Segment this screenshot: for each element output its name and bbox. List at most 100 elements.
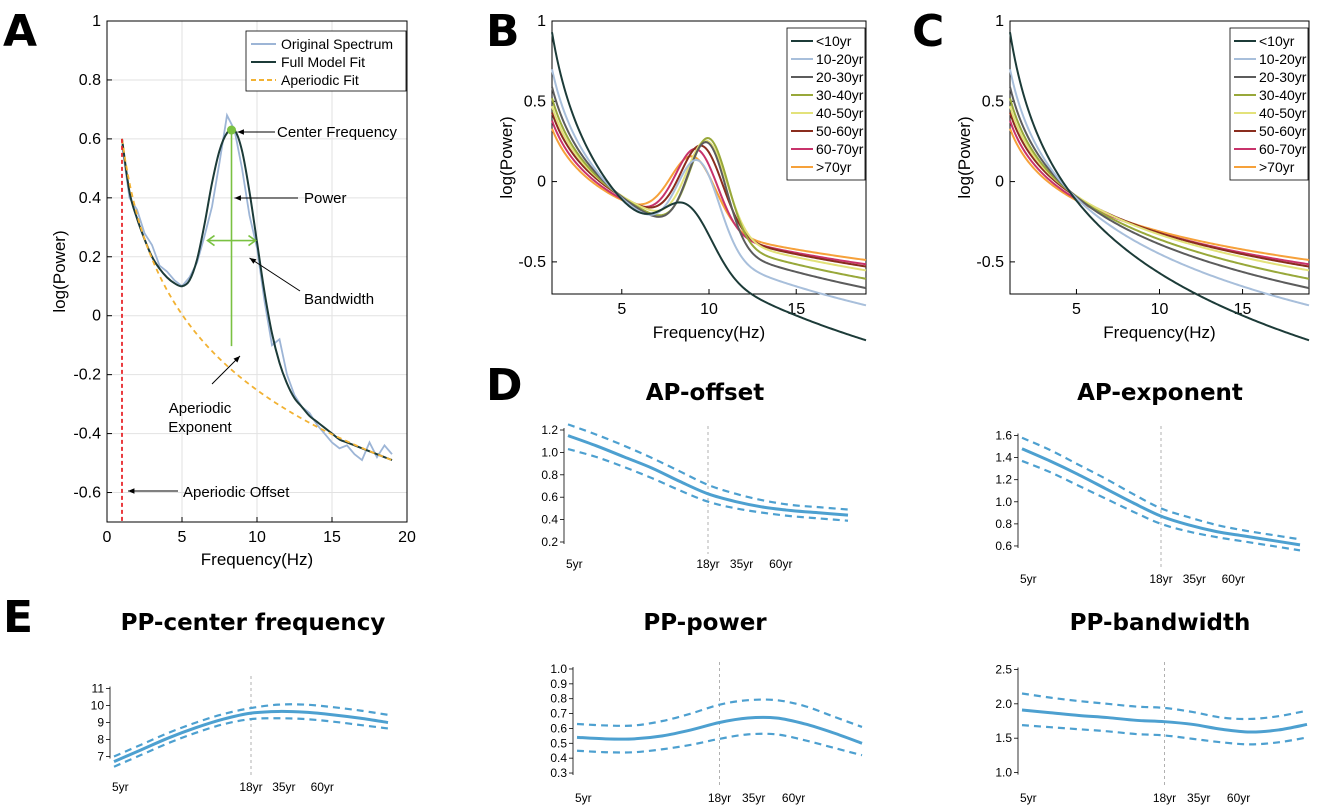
x-tick-label: 10 <box>1151 301 1169 318</box>
y-tick-label: 0.6 <box>995 539 1012 553</box>
bandwidth-label: Bandwidth <box>304 291 374 308</box>
legend-label: Full Model Fit <box>281 54 365 70</box>
chart-title: PP-bandwidth <box>1070 610 1251 636</box>
series-line-70yr <box>1009 128 1310 262</box>
x-tick-label: 60yr <box>311 780 334 794</box>
y-tick-label: -0.2 <box>73 367 101 384</box>
panel-letter-a: A <box>3 6 37 57</box>
legend-label: 20-30yr <box>816 69 864 85</box>
center-frequency-dot <box>227 125 236 135</box>
y-tick-label: 1.0 <box>995 766 1012 780</box>
chart-title: AP-exponent <box>1077 380 1243 406</box>
legend-label: 50-60yr <box>816 123 864 139</box>
y-tick-label: 9 <box>97 716 104 730</box>
chart-title: AP-offset <box>646 380 765 406</box>
series-full-model-fit <box>121 127 393 462</box>
legend-label: 50-60yr <box>1259 123 1307 139</box>
series-line-10yr <box>551 32 867 342</box>
y-tick-label: 0.7 <box>550 707 567 721</box>
legend-box <box>1229 27 1309 181</box>
y-tick-label: 1.2 <box>541 423 558 437</box>
y-tick-label: 1.5 <box>995 731 1012 745</box>
panel-b-chart: 5 10 15-0.500.51Frequency(Hz)log(Power)<10… <box>497 13 867 342</box>
legend-box <box>786 27 866 181</box>
panel-letter-d: D <box>486 360 523 411</box>
y-axis-label: log(Power) <box>497 116 516 198</box>
ci-upper-line <box>113 703 389 758</box>
legend-label: 30-40yr <box>1259 87 1307 103</box>
x-tick-label: 60yr <box>1227 791 1250 805</box>
bandwidth-arrow-head <box>249 258 257 264</box>
y-tick-label: 0.3 <box>550 766 567 780</box>
y-tick-label: -0.5 <box>976 254 1004 271</box>
ci-lower-line <box>567 447 849 522</box>
x-axis-label: Frequency(Hz) <box>201 550 313 569</box>
x-tick-label: 60yr <box>782 791 805 805</box>
x-tick-label: 5 <box>617 301 626 318</box>
series-line-1020yr <box>1009 68 1310 307</box>
y-axis-label: log(Power) <box>955 116 974 198</box>
y-tick-label: 0 <box>995 174 1004 191</box>
x-tick-label: 5 <box>178 529 187 546</box>
center-frequency-arrow-head <box>237 129 244 135</box>
panel-letter-c: C <box>912 6 944 57</box>
y-tick-label: 0.2 <box>79 249 101 266</box>
x-tick-label: 5yr <box>1020 572 1037 586</box>
mean-trajectory-line <box>576 715 863 745</box>
y-tick-label: 11 <box>92 682 105 696</box>
x-tick-label: 60yr <box>769 557 792 571</box>
ci-upper-line <box>1021 436 1301 541</box>
series-line-5060yr <box>551 112 867 268</box>
x-tick-label: 15 <box>323 529 341 546</box>
y-tick-label: 0.4 <box>541 513 558 527</box>
aperiodic-offset-label: Aperiodic Offset <box>183 484 290 501</box>
x-tick-label: 18yr <box>696 557 719 571</box>
legend-label: <10yr <box>816 33 852 49</box>
y-tick-label: 0.8 <box>541 468 558 482</box>
y-tick-label: 1 <box>537 13 546 30</box>
legend-label: Original Spectrum <box>281 36 393 52</box>
y-tick-label: 1.0 <box>550 662 567 676</box>
ci-lower-line <box>113 717 389 768</box>
x-tick-label: 35yr <box>1187 791 1210 805</box>
series-line-1020yr <box>551 68 867 307</box>
mean-trajectory-line <box>567 434 849 517</box>
panel-letter-b: B <box>486 6 520 57</box>
panel-e-pp-power-chart: PP-power 0.30.40.50.60.70.80.91.0 5yr 18yr 3… <box>550 610 863 805</box>
panel-d-ap-exponent-chart: AP-exponent 0.6 0.8 1.0 1.2 1.4 1.6 5yr 18yr 35yr… <box>995 380 1301 586</box>
ci-upper-line <box>576 698 863 728</box>
y-tick-label: 0 <box>537 174 546 191</box>
y-tick-label: 0.6 <box>550 721 567 735</box>
series-line-10yr <box>1009 32 1310 342</box>
y-tick-label: 1 <box>92 13 101 30</box>
panel-letter-e: E <box>3 592 33 643</box>
x-tick-label: 18yr <box>708 791 731 805</box>
aperiodic-exponent-arrow-head <box>233 356 240 363</box>
series-line-3040yr <box>1009 97 1310 280</box>
series-line-6070yr <box>551 120 867 266</box>
legend-label: 30-40yr <box>816 87 864 103</box>
ci-upper-line <box>1021 692 1308 721</box>
x-tick-label: 18yr <box>239 780 262 794</box>
y-tick-label: 0.6 <box>541 490 558 504</box>
y-tick-label: 2.0 <box>995 697 1012 711</box>
ci-lower-line <box>576 732 863 757</box>
y-tick-label: 1.6 <box>995 429 1012 443</box>
y-tick-label: 0.5 <box>550 736 567 750</box>
legend-label: 10-20yr <box>816 51 864 67</box>
x-tick-label: 0 <box>103 529 112 546</box>
aperiodic-exponent-label-1: Aperiodic <box>169 400 232 417</box>
y-tick-label: -0.4 <box>73 426 101 443</box>
bandwidth-arrow-left <box>206 234 215 247</box>
mean-trajectory-line <box>1021 447 1301 547</box>
legend-label: <10yr <box>1259 33 1295 49</box>
ci-lower-line <box>1021 459 1301 552</box>
y-tick-label: 0.6 <box>79 131 101 148</box>
x-axis-label: Frequency(Hz) <box>1103 323 1215 342</box>
ci-lower-line <box>1021 724 1308 746</box>
center-frequency-label: Center Frequency <box>277 124 398 141</box>
y-tick-label: 1.0 <box>995 495 1012 509</box>
y-tick-label: 1.0 <box>541 445 558 459</box>
power-arrow-head <box>234 195 241 201</box>
y-tick-label: 0.8 <box>79 72 101 89</box>
